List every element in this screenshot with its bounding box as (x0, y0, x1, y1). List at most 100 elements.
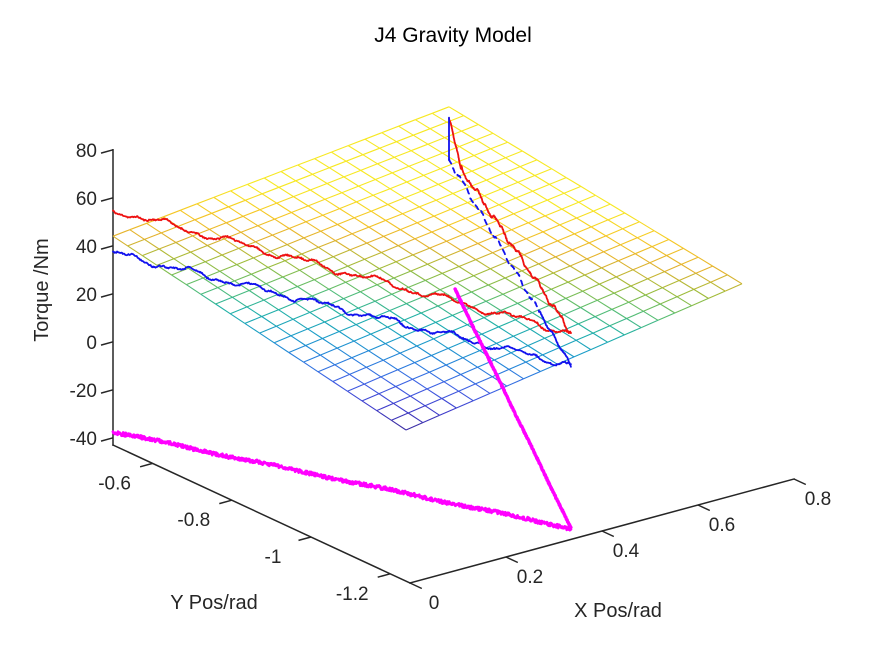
mesh-grid-segment (414, 362, 430, 373)
mesh-grid-segment (542, 224, 561, 233)
mesh-grid-segment (234, 280, 250, 291)
mesh-grid-segment (337, 224, 353, 235)
mesh-grid-segment (278, 309, 294, 320)
mesh-grid-segment (253, 257, 269, 268)
mesh-grid-segment (563, 306, 581, 316)
mesh-grid-segment (375, 172, 393, 181)
mesh-grid-segment (336, 340, 355, 349)
mesh-grid-segment (565, 297, 581, 308)
mesh-grid-segment (382, 352, 401, 361)
mesh-grid-segment (387, 319, 405, 328)
mesh-grid-segment (420, 305, 439, 314)
mesh-grid-segment (477, 243, 493, 254)
mesh-grid-segment (280, 164, 298, 173)
mesh-grid-segment (525, 238, 542, 249)
mesh-grid-segment (273, 335, 292, 344)
mesh-grid-segment (294, 302, 311, 313)
mesh-grid-segment (575, 339, 592, 351)
mesh-grid-segment (301, 246, 319, 255)
mesh-grid-segment (396, 141, 412, 152)
mesh-grid-segment (332, 249, 351, 258)
mesh-grid-segment (112, 229, 130, 237)
mesh-grid-segment (412, 247, 430, 256)
x-tick-label: 0.8 (805, 489, 831, 510)
mesh-grid-segment (301, 253, 317, 264)
mesh-grid-segment (517, 295, 535, 304)
mesh-grid-segment (433, 208, 452, 217)
mesh-grid-segment (624, 327, 642, 336)
mesh-grid-segment (618, 260, 634, 271)
mesh-grid-segment (496, 213, 514, 222)
mesh-grid-segment (649, 262, 665, 273)
mesh-grid-segment (431, 347, 449, 357)
mesh-grid-segment (319, 354, 336, 366)
mesh-grid-segment (381, 252, 397, 263)
z-tick (100, 437, 114, 442)
mesh-grid-segment (330, 272, 346, 283)
mesh-grid-segment (431, 355, 447, 366)
mesh-grid-segment (179, 209, 196, 221)
mesh-grid-segment (645, 294, 661, 305)
mesh-grid-segment (467, 202, 483, 213)
mesh-grid-segment (471, 291, 487, 302)
curve-segment-joint-position-trace (111, 430, 573, 532)
mesh-grid-segment (458, 259, 477, 268)
mesh-grid-segment (463, 233, 479, 244)
mesh-grid-segment (620, 244, 636, 255)
mesh-grid-segment (634, 246, 653, 255)
z-tick-label: 40 (76, 237, 97, 258)
mesh-grid-segment (523, 370, 541, 380)
mesh-grid-segment (207, 245, 223, 256)
mesh-grid-segment (129, 222, 147, 231)
mesh-grid-segment (307, 328, 323, 339)
mesh-grid-segment (361, 400, 378, 412)
mesh-grid-segment (483, 317, 499, 328)
mesh-grid-segment (228, 206, 244, 217)
mesh-grid-segment (448, 224, 464, 235)
mesh-grid-segment (475, 383, 491, 394)
mesh-grid-segment (515, 190, 533, 199)
mesh-grid-segment (517, 181, 533, 192)
mesh-grid-segment (275, 325, 292, 337)
curve-segment-joint-position-trace (453, 287, 573, 530)
mesh-grid-segment (678, 272, 697, 282)
mesh-grid-segment (276, 202, 292, 213)
mesh-grid-segment (343, 169, 361, 178)
mesh-grid-segment (538, 263, 554, 274)
mesh-grid-segment (431, 112, 448, 123)
mesh-grid-segment (357, 300, 376, 309)
mesh-grid-segment (481, 333, 497, 344)
mesh-grid-segment (527, 345, 543, 356)
mesh-grid-segment (238, 247, 254, 259)
mesh-grid-segment (413, 128, 431, 136)
mesh-grid-segment (448, 217, 466, 226)
y-tick (219, 499, 232, 505)
mesh-grid-segment (226, 215, 244, 224)
mesh-grid-segment (697, 256, 713, 267)
mesh-grid-segment (280, 171, 296, 182)
mesh-grid-segment (450, 208, 466, 219)
mesh-grid-segment (511, 222, 529, 231)
x-tick-label: 0.4 (613, 541, 640, 562)
mesh-grid-segment (366, 366, 382, 378)
mesh-grid-segment (525, 231, 544, 240)
mesh-grid-segment (632, 262, 651, 271)
mesh-grid-segment (372, 188, 391, 196)
mesh-grid-segment (649, 254, 667, 264)
mesh-grid-segment (555, 249, 573, 258)
mesh-grid-segment (382, 359, 399, 371)
mesh-grid-segment (620, 237, 638, 246)
mesh-grid-segment (180, 203, 198, 211)
mesh-grid-segment (544, 215, 561, 226)
mesh-grid-segment (366, 359, 384, 368)
mesh-grid-segment (380, 369, 399, 378)
mesh-grid-segment (255, 234, 273, 243)
mesh-grid-segment (572, 249, 588, 260)
mesh-grid-segment (188, 267, 204, 279)
mesh-grid-segment (651, 246, 667, 256)
mesh-grid-segment (438, 183, 454, 194)
mesh-grid-segment (628, 301, 644, 312)
mesh-grid-segment (473, 275, 489, 286)
mesh-grid-segment (265, 283, 281, 294)
mesh-grid-segment (259, 202, 277, 211)
